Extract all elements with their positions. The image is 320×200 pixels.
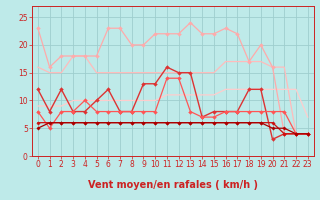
X-axis label: Vent moyen/en rafales ( km/h ): Vent moyen/en rafales ( km/h ) xyxy=(88,180,258,190)
